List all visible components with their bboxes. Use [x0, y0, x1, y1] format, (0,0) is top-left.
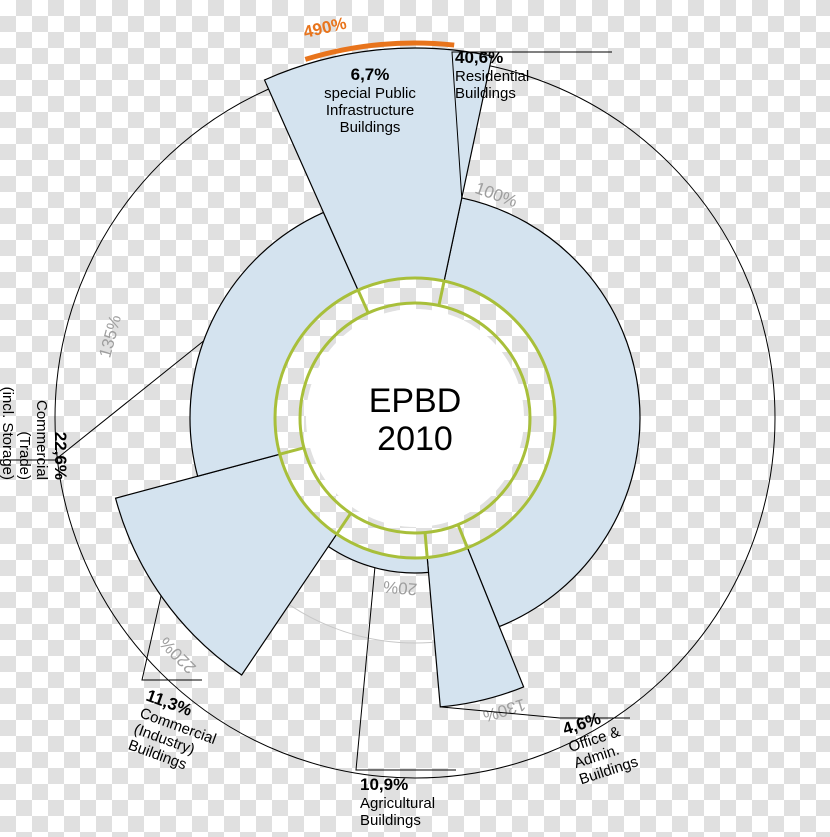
label-line-residential: Residential	[455, 68, 529, 85]
label-pct-special-public: 6,7%	[351, 65, 390, 84]
ring-label: 220%	[156, 633, 200, 677]
inner-ring-notch	[439, 281, 444, 305]
label-line-agricultural: Buildings	[360, 812, 421, 829]
inner-ring-notch	[458, 525, 467, 548]
center-title-2: 2010	[377, 420, 453, 458]
label-line-commercial-trade: Commercial	[33, 400, 50, 480]
label-line-agricultural: Agricultural	[360, 795, 435, 812]
label-commercial-industry: 11,3%Commercial(Industry)Buildings	[126, 686, 225, 780]
label-line-special-public: special Public	[324, 85, 416, 102]
label-line-special-public: Buildings	[340, 119, 401, 136]
label-office-admin: 4,6%Office &Admin.Buildings	[560, 702, 640, 788]
inner-ring-notch	[358, 290, 368, 313]
label-line-commercial-trade: (incl. Storage)	[0, 387, 16, 480]
inner-ring-notch	[280, 448, 304, 454]
inner-ring-notch	[425, 533, 427, 558]
label-pct-commercial-trade: 22,6%	[51, 432, 70, 480]
label-residential: 40,6%ResidentialBuildings	[455, 48, 529, 102]
label-agricultural: 10,9%AgriculturalBuildings	[360, 775, 435, 829]
label-line-special-public: Infrastructure	[326, 102, 414, 119]
label-commercial-trade: 22,6%Commercial(Trade)(incl. Storage)	[0, 387, 70, 480]
inner-ring-notch	[337, 513, 351, 534]
label-pct-residential: 40,6%	[455, 48, 503, 67]
center-title-1: EPBD	[369, 382, 462, 420]
ring-label: 20%	[382, 577, 418, 599]
leader-office-admin	[440, 707, 630, 718]
label-line-residential: Buildings	[455, 85, 516, 102]
label-pct-agricultural: 10,9%	[360, 775, 408, 794]
ring-label: 135%	[95, 313, 125, 360]
highlight-pct: 490%	[302, 14, 349, 42]
wedge-commercial-industry	[116, 454, 337, 675]
label-line-commercial-trade: (Trade)	[16, 431, 33, 480]
